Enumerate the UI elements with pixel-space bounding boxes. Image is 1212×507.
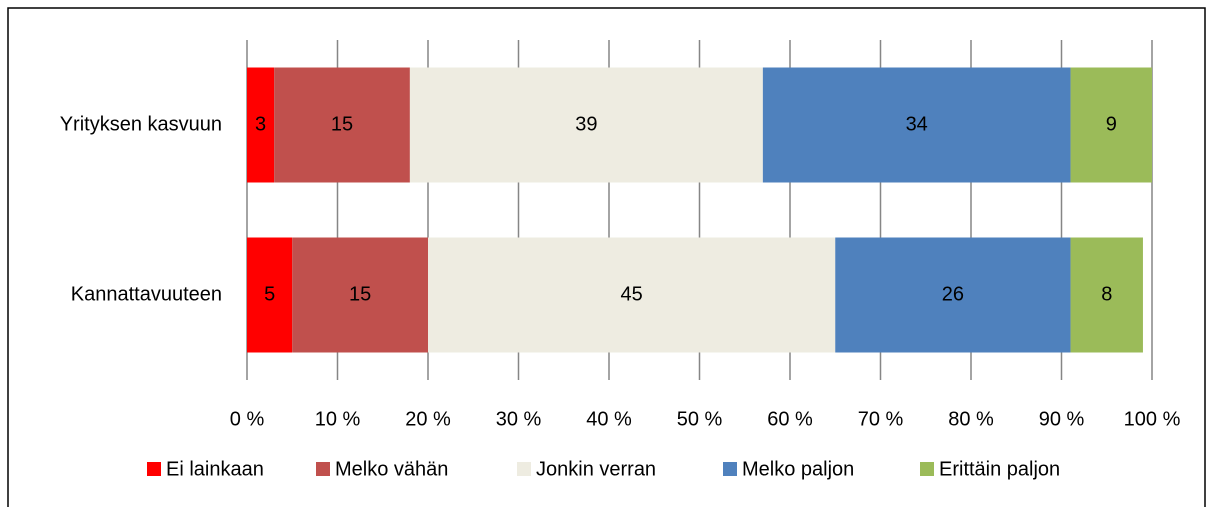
legend-label: Ei lainkaan (166, 458, 264, 480)
x-tick-label: 100 % (1124, 408, 1181, 430)
data-label: 15 (349, 283, 371, 305)
chart-frame (7, 7, 1206, 507)
legend-swatch (147, 462, 161, 476)
data-label: 9 (1106, 113, 1117, 135)
x-tick-label: 70 % (858, 408, 904, 430)
legend-label: Erittäin paljon (939, 458, 1060, 480)
bar-segment (762, 67, 1071, 183)
x-tick-label: 20 % (405, 408, 451, 430)
bar-segment (428, 237, 836, 353)
data-label: 3 (255, 113, 266, 135)
legend-swatch (316, 462, 330, 476)
x-tick-label: 30 % (496, 408, 542, 430)
y-tick-label: Yrityksen kasvuun (60, 113, 222, 135)
bar-segment (274, 67, 410, 183)
bar-segment (1070, 67, 1152, 183)
data-label: 5 (264, 283, 275, 305)
x-tick-label: 40 % (586, 408, 632, 430)
x-tick-label: 90 % (1039, 408, 1085, 430)
bar-segment (292, 237, 428, 353)
bar-segment (247, 237, 293, 353)
data-label: 45 (621, 283, 643, 305)
data-label: 8 (1101, 283, 1112, 305)
x-tick-label: 0 % (230, 408, 265, 430)
bar-segment (247, 67, 275, 183)
bar-segment (1070, 237, 1143, 353)
data-label: 39 (575, 113, 597, 135)
bar-segment (835, 237, 1071, 353)
bar-segment (409, 67, 763, 183)
legend-swatch (723, 462, 737, 476)
x-tick-label: 10 % (315, 408, 361, 430)
data-label: 26 (942, 283, 964, 305)
legend-swatch (920, 462, 934, 476)
x-tick-label: 60 % (767, 408, 813, 430)
data-label: 15 (331, 113, 353, 135)
legend-label: Melko vähän (335, 458, 448, 480)
legend-swatch (517, 462, 531, 476)
legend-label: Jonkin verran (536, 458, 656, 480)
legend-label: Melko paljon (742, 458, 854, 480)
data-label: 34 (906, 113, 928, 135)
y-tick-label: Kannattavuuteen (71, 283, 222, 305)
x-tick-label: 80 % (948, 408, 994, 430)
x-tick-label: 50 % (677, 408, 723, 430)
